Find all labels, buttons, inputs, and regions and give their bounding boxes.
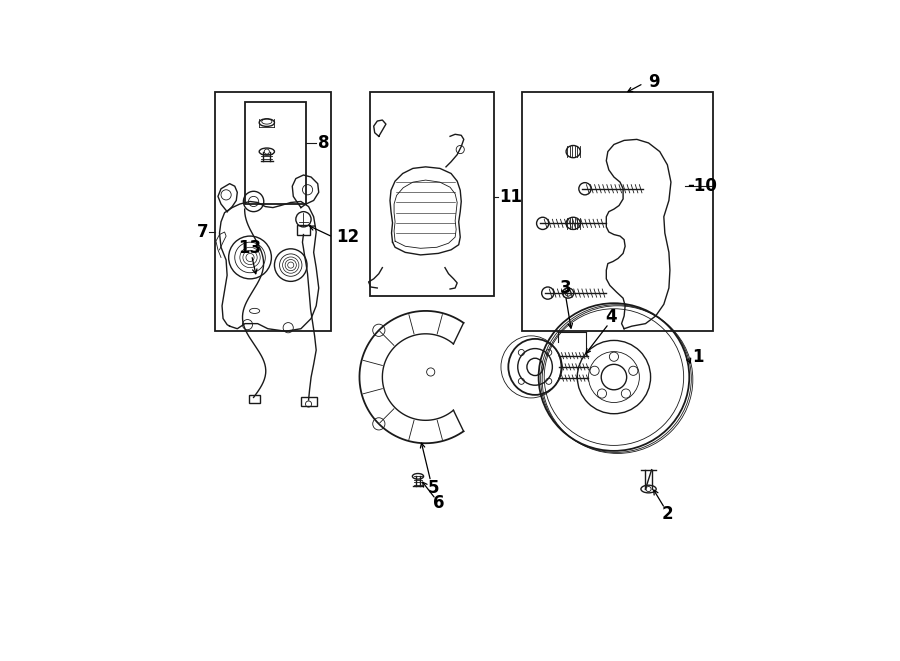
Bar: [215, 92, 331, 331]
Text: 4: 4: [606, 308, 617, 326]
Text: -10: -10: [687, 177, 716, 195]
Bar: [522, 92, 713, 331]
Text: 1: 1: [692, 348, 703, 366]
Bar: [301, 397, 317, 406]
Text: 3: 3: [560, 279, 572, 297]
Text: 9: 9: [649, 73, 661, 91]
Text: 11: 11: [500, 188, 522, 206]
Text: 2: 2: [662, 506, 673, 524]
Text: 13: 13: [238, 239, 262, 257]
Bar: [245, 102, 306, 204]
Text: 12: 12: [337, 228, 360, 246]
Bar: [370, 92, 494, 295]
Bar: [297, 225, 310, 235]
Text: 7: 7: [197, 223, 208, 241]
Text: 6: 6: [433, 494, 444, 512]
Bar: [248, 395, 260, 403]
Text: 8: 8: [318, 134, 329, 152]
Text: 5: 5: [428, 479, 439, 497]
